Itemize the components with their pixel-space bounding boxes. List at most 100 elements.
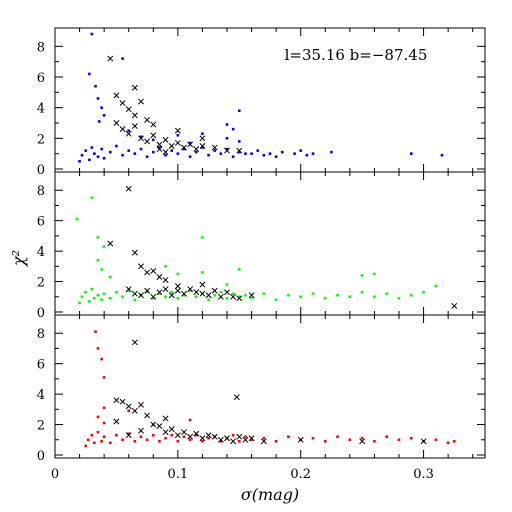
data-point-cross — [162, 429, 169, 436]
data-point-cross — [119, 100, 126, 107]
data-point — [422, 290, 425, 294]
data-point — [213, 293, 217, 297]
chart-annotation: l=35.16 b=−87.45 — [285, 46, 428, 64]
data-point-cross — [242, 436, 249, 443]
data-point-cross — [199, 281, 206, 288]
data-point — [207, 436, 210, 440]
panel-bottom: 0 2 4 6 8 — [37, 314, 486, 464]
data-point-cross — [113, 418, 120, 425]
data-point-cross — [168, 426, 175, 433]
data-point — [250, 438, 253, 442]
y-tick-label: 2 — [37, 132, 45, 147]
data-point — [96, 293, 100, 297]
data-point — [158, 292, 161, 296]
data-point — [86, 438, 90, 442]
data-point — [231, 127, 235, 131]
data-point — [170, 290, 174, 294]
data-point-cross — [233, 394, 240, 401]
data-point — [108, 297, 112, 300]
data-point — [94, 84, 97, 88]
y-tick-label: 4 — [37, 245, 45, 260]
data-point — [360, 290, 364, 294]
data-point-cross — [162, 149, 169, 156]
data-point — [231, 433, 235, 437]
data-point — [100, 298, 103, 302]
data-point — [170, 149, 174, 152]
data-point-cross — [187, 141, 194, 148]
data-point — [100, 147, 103, 151]
data-point-cross — [156, 146, 163, 153]
data-point-cross — [113, 397, 120, 404]
data-point-cross — [138, 263, 144, 270]
data-point-cross — [150, 132, 157, 139]
y-tick-label: 0 — [37, 449, 45, 464]
data-point — [127, 409, 131, 413]
data-point — [385, 435, 389, 439]
y-tick-label: 6 — [37, 215, 45, 230]
data-point-cross — [131, 407, 138, 414]
data-point — [102, 376, 106, 379]
x-tick-label: 0.2 — [290, 467, 311, 482]
data-point — [96, 155, 100, 159]
data-point — [102, 421, 106, 425]
data-point — [121, 57, 124, 60]
x-axis-title: σ(mag) — [241, 485, 299, 504]
series-middle-cross — [107, 185, 458, 309]
series-bottom-cross — [113, 339, 427, 445]
data-point — [90, 146, 94, 149]
data-point-cross — [125, 130, 132, 137]
data-point — [280, 150, 284, 154]
data-point — [151, 150, 155, 154]
data-point — [151, 433, 155, 437]
data-point — [373, 440, 376, 443]
data-point-cross — [162, 286, 169, 293]
data-point — [158, 146, 161, 149]
data-point — [151, 297, 155, 300]
data-point — [108, 150, 112, 154]
data-point-cross — [125, 432, 132, 439]
data-point — [182, 147, 186, 151]
data-point — [188, 155, 192, 159]
data-point-cross — [131, 84, 138, 91]
data-point — [176, 272, 180, 276]
data-point — [88, 72, 91, 76]
data-point — [97, 120, 101, 123]
data-point — [84, 149, 88, 152]
data-point — [127, 289, 131, 292]
data-point — [409, 152, 413, 155]
data-point — [100, 106, 103, 109]
series-top-dot — [78, 32, 444, 163]
data-point — [397, 438, 401, 442]
data-point — [336, 435, 339, 439]
data-point-cross — [181, 429, 187, 436]
data-point — [330, 150, 333, 154]
data-point-cross — [199, 290, 206, 297]
data-point — [115, 144, 118, 148]
y-tick-label: 2 — [37, 276, 45, 291]
data-point — [194, 150, 198, 154]
data-point — [121, 438, 124, 442]
data-point — [274, 155, 278, 159]
data-point-cross — [224, 289, 230, 296]
data-point-cross — [211, 144, 218, 151]
data-point-cross — [168, 292, 175, 299]
data-point-cross — [181, 290, 187, 297]
data-point — [90, 433, 94, 437]
data-point — [348, 295, 352, 299]
y-tick-label: 8 — [37, 40, 45, 55]
data-point — [102, 292, 106, 296]
data-point — [397, 297, 401, 300]
data-point-cross — [236, 295, 243, 302]
y-tick-label: 2 — [37, 419, 45, 434]
data-point — [225, 283, 229, 286]
data-point — [237, 150, 241, 154]
data-point — [84, 444, 88, 448]
data-point — [293, 152, 296, 155]
data-point-cross — [248, 435, 255, 442]
data-point — [373, 272, 376, 276]
data-point — [145, 438, 149, 442]
data-point — [96, 430, 100, 434]
data-point-cross — [138, 401, 144, 408]
data-point-cross — [150, 267, 157, 274]
data-point-cross — [230, 293, 237, 300]
